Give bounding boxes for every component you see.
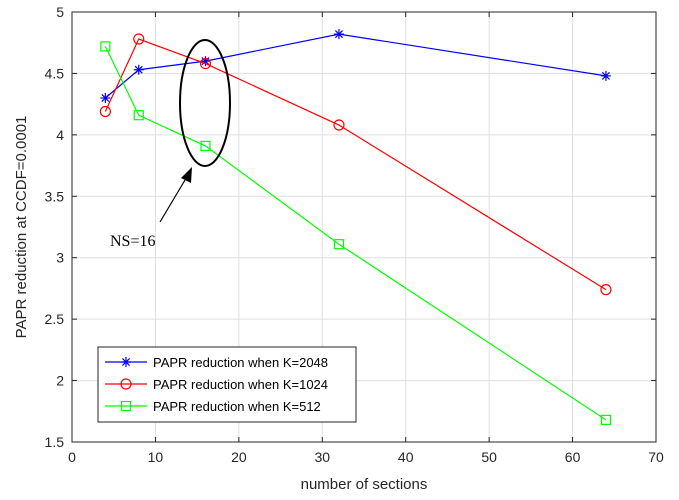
plot-frame bbox=[71, 11, 657, 443]
y-tick-label: 2.5 bbox=[45, 311, 65, 327]
y-tick-label: 2 bbox=[56, 373, 64, 389]
legend: PAPR reduction when K=2048 PAPR reduction… bbox=[97, 346, 357, 423]
annotation-label: NS=16 bbox=[110, 233, 155, 250]
data-point-series-1 bbox=[133, 64, 144, 75]
data-point-series-3 bbox=[333, 239, 345, 250]
legend-entry: PAPR reduction when K=512 bbox=[105, 399, 321, 414]
data-point-series-3 bbox=[100, 41, 111, 52]
y-tick-label: 4.5 bbox=[45, 65, 65, 81]
data-point-series-2 bbox=[333, 119, 345, 131]
data-point-series-3 bbox=[200, 140, 211, 152]
data-point-series-2 bbox=[600, 284, 612, 296]
axis-ticks: 0 10 20 30 40 50 60 70 1.5 2 2.5 3 3.5 4 4.5 5 bbox=[45, 4, 664, 465]
x-tick-label: 0 bbox=[68, 449, 76, 465]
data-point-series-2 bbox=[133, 33, 145, 45]
y-tick-label: 5 bbox=[56, 4, 64, 20]
legend-swatch-marker bbox=[120, 400, 132, 412]
x-tick-label: 30 bbox=[314, 449, 330, 465]
annotation-arrow-line bbox=[159, 174, 189, 223]
x-tick-label: 70 bbox=[648, 449, 664, 465]
legend-entry: PAPR reduction when K=2048 bbox=[105, 355, 328, 370]
y-tick-label: 3.5 bbox=[45, 188, 65, 204]
x-tick-label: 50 bbox=[481, 449, 497, 465]
legend-swatch-marker bbox=[120, 378, 132, 390]
legend-label: PAPR reduction when K=512 bbox=[153, 399, 321, 414]
data-point-series-3 bbox=[600, 414, 612, 425]
legend-swatch-marker bbox=[121, 357, 131, 367]
x-axis-label: number of sections bbox=[301, 476, 428, 493]
legend-label: PAPR reduction when K=2048 bbox=[153, 355, 328, 370]
annotation: NS=16 bbox=[110, 39, 231, 250]
y-tick-label: 3 bbox=[56, 250, 64, 266]
data-point-series-1 bbox=[600, 70, 611, 81]
data-point-series-1 bbox=[100, 93, 111, 103]
data-point-series-1 bbox=[333, 29, 344, 40]
data-point-series-2 bbox=[199, 57, 212, 70]
data-point-series-3 bbox=[133, 110, 144, 121]
x-tick-label: 60 bbox=[565, 449, 581, 465]
y-tick-label: 4 bbox=[56, 127, 64, 143]
series-layer bbox=[99, 29, 612, 425]
legend-label: PAPR reduction when K=1024 bbox=[153, 377, 328, 392]
annotation-ellipse bbox=[179, 39, 231, 167]
x-tick-label: 10 bbox=[148, 449, 164, 465]
data-point-series-2 bbox=[99, 105, 111, 118]
x-tick-label: 20 bbox=[231, 449, 247, 465]
y-tick-label: 1.5 bbox=[45, 434, 65, 450]
x-tick-label: 40 bbox=[398, 449, 414, 465]
y-axis-label: PAPR reduction at CCDF=0.0001 bbox=[13, 116, 30, 339]
annotation-arrowhead bbox=[181, 167, 192, 183]
series-line-2 bbox=[104, 38, 607, 291]
series-line-3 bbox=[104, 46, 607, 421]
legend-entry: PAPR reduction when K=1024 bbox=[105, 377, 328, 392]
